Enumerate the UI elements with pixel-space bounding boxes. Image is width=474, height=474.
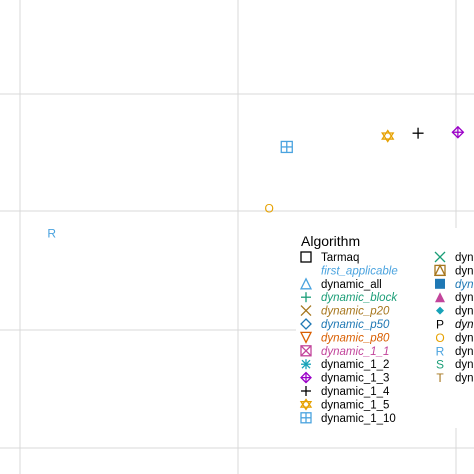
data-point-dynamic-1-3 [451, 125, 465, 139]
legend-entry: first_applicable [321, 265, 398, 277]
legend-symbol-triangle-filled [435, 292, 445, 303]
legend-entry: dynamic_1_5 [299, 398, 389, 411]
legend-label: dyn [455, 265, 474, 277]
legend-label: dyn [455, 359, 474, 371]
data-point-dynamic-1-5 [381, 129, 395, 143]
svg-text:O: O [265, 202, 274, 216]
legend-symbol-diamond-plus [300, 371, 312, 384]
legend-label: dynamic_1_1 [321, 346, 389, 358]
legend-label: dynamic_all [321, 279, 382, 291]
legend-label: first_applicable [321, 265, 398, 277]
legend-symbol-x [434, 251, 446, 263]
legend-symbol-star-of-david [299, 398, 313, 411]
legend-label: dynamic_1_4 [321, 386, 390, 398]
svg-text:R: R [436, 344, 445, 358]
data-points: OR [47, 125, 465, 241]
legend-label: dyn [455, 279, 474, 291]
legend-entry: dyn [433, 263, 474, 277]
legend-label: dynamic_1_5 [321, 399, 389, 411]
legend-symbol-diamond-open [300, 318, 312, 330]
legend-symbol-square-plus [300, 412, 312, 424]
legend-symbol-letter-R: R [436, 344, 445, 358]
legend-entry: dyn [436, 306, 474, 318]
legend-label: dyn [455, 319, 474, 331]
svg-text:S: S [436, 358, 444, 372]
legend-entry: dynamic_p50 [300, 318, 390, 331]
legend-entry: dyn [435, 278, 474, 291]
legend-entry: dynamic_1_2 [301, 359, 389, 371]
legend-label: dynamic_block [321, 292, 398, 304]
legend-label: dynamic_1_10 [321, 413, 396, 425]
data-point-dynamic-1-4 [412, 127, 424, 139]
legend-symbol-letter-O: O [435, 331, 444, 345]
legend-entries: Tarmaqfirst_applicabledynamic_alldynamic… [299, 251, 474, 425]
legend-symbol-asterisk [301, 359, 311, 370]
legend-label: dynamic_p20 [321, 306, 390, 318]
legend-symbol-triangle-open [299, 277, 313, 290]
legend-symbol-letter-P: P [436, 318, 444, 332]
legend-entry: dynamic_block [301, 292, 398, 304]
legend-label: dyn [455, 306, 474, 318]
data-point-dyn: R [47, 227, 56, 241]
legend-symbol-plus [301, 386, 311, 396]
legend-entry: dynamic_1_3 [300, 371, 389, 385]
svg-text:O: O [435, 331, 444, 345]
legend-symbol-square-open [300, 251, 312, 263]
legend-label: dyn [455, 373, 474, 385]
legend-entry: Tarmaq [300, 251, 359, 264]
data-point-dynamic-1-10 [280, 140, 293, 154]
legend-entry: dynamic_1_10 [300, 412, 396, 425]
legend-entry: dynamic_1_1 [300, 345, 389, 358]
svg-text:R: R [47, 227, 56, 241]
legend-symbol-triangle-square [433, 263, 447, 277]
legend-label: Tarmaq [321, 252, 359, 264]
legend-entry: dynamic_p20 [300, 305, 390, 318]
legend-label: dynamic_p50 [321, 319, 390, 331]
legend-symbol-triangle-down-open [299, 331, 313, 344]
legend-label: dyn [455, 332, 474, 344]
legend-symbol-letter-S: S [436, 358, 444, 372]
svg-text:P: P [436, 318, 444, 332]
legend-label: dyn [455, 292, 474, 304]
legend-entry: dynamic_all [299, 277, 382, 291]
legend-entry: dyn [434, 251, 474, 264]
legend-entry: dyn [435, 292, 474, 304]
legend-label: dynamic_1_2 [321, 359, 389, 371]
legend-label: dyn [455, 346, 474, 358]
legend-symbol-square-x [300, 345, 312, 357]
legend-symbol-letter-T: T [436, 371, 444, 385]
legend-symbol-x [300, 305, 312, 317]
legend-symbol-square-filled [435, 278, 445, 289]
svg-text:T: T [436, 371, 444, 385]
legend-title: Algorithm [301, 233, 360, 249]
legend-label: dynamic_1_3 [321, 373, 389, 385]
data-point-dyn: O [265, 202, 274, 216]
legend-entry: dynamic_1_4 [301, 386, 390, 398]
legend-symbol-diamond-filled [436, 306, 444, 315]
legend-symbol-plus [301, 292, 311, 303]
legend-label: dyn [455, 252, 474, 264]
legend-entry: dynamic_p80 [299, 331, 390, 344]
legend-label: dynamic_p80 [321, 332, 390, 344]
